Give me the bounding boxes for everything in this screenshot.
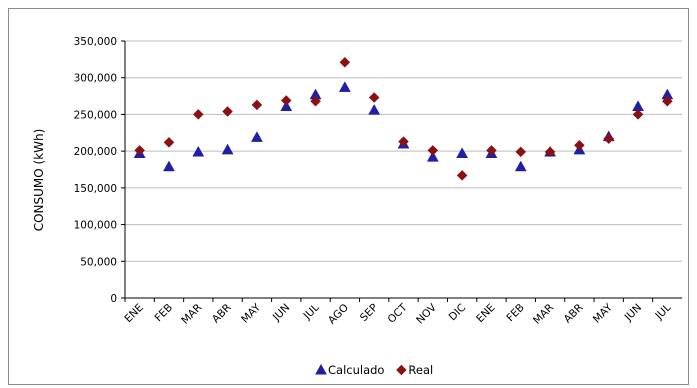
point-real	[163, 136, 175, 148]
legend-marker-real	[396, 364, 407, 376]
y-tick-label: 300,000	[74, 73, 117, 85]
gridlines	[121, 40, 682, 299]
x-tick-labels: ENE FEB MAR ABR MAY JUN JUL AGO SEP OCT NOV DIC ENE F…	[122, 301, 673, 327]
axes	[124, 41, 682, 302]
legend-label-calculado: Calculado	[328, 363, 384, 377]
x-tick-label: NOV	[414, 301, 439, 326]
point-real	[251, 99, 263, 111]
legend: Calculado Real	[315, 363, 433, 377]
y-tick-label: 250,000	[74, 109, 117, 121]
y-tick-label: 0	[110, 293, 117, 305]
point-calculado	[456, 147, 469, 158]
point-real	[310, 95, 321, 107]
x-tick-label: JUN	[270, 302, 292, 324]
y-tick-labels: 0 50,000 100,000 150,000 200,000 250,000 300,0…	[74, 36, 117, 305]
x-tick-label: OCT	[386, 301, 410, 325]
y-tick-label: 200,000	[74, 146, 117, 158]
legend-label-real: Real	[408, 363, 433, 377]
legend-marker-calculado	[315, 363, 327, 375]
point-calculado	[426, 151, 439, 162]
point-real	[192, 109, 204, 120]
y-tick-label: 100,000	[74, 220, 117, 232]
point-real	[222, 106, 233, 117]
point-real	[632, 109, 644, 120]
x-tick-label: ENE	[474, 302, 497, 325]
x-tick-label: AGO	[326, 302, 351, 327]
x-tick-label: JUN	[622, 302, 644, 324]
consumption-chart: 0 50,000 100,000 150,000 200,000 250,000 300,0…	[32, 36, 682, 377]
x-tick-label: MAR	[179, 302, 204, 327]
x-tick-label: FEB	[153, 302, 176, 325]
y-tick-label: 350,000	[74, 36, 117, 48]
plot-area	[125, 41, 682, 298]
x-tick-label: ABR	[210, 302, 234, 326]
x-tick-label: ABR	[562, 302, 586, 326]
y-tick-label: 150,000	[74, 183, 117, 195]
y-tick-label: 50,000	[80, 256, 117, 268]
x-tick-label: DIC	[447, 302, 469, 324]
y-axis-title: CONSUMO (kWh)	[32, 129, 46, 232]
data-points	[133, 56, 674, 181]
point-real	[515, 146, 527, 158]
point-real	[603, 133, 615, 145]
point-real	[427, 145, 439, 156]
x-tick-label: JUL	[301, 302, 322, 323]
point-calculado	[368, 104, 381, 115]
point-calculado	[338, 81, 351, 92]
point-real	[456, 170, 468, 181]
point-real	[398, 136, 409, 147]
x-tick-label: JUL	[653, 302, 674, 323]
point-real	[574, 139, 585, 151]
point-calculado	[221, 143, 234, 155]
x-tick-label: MAR	[531, 302, 556, 327]
x-tick-label: ENE	[122, 302, 145, 325]
point-real	[134, 145, 146, 156]
point-calculado	[250, 131, 263, 142]
point-real	[661, 95, 673, 107]
point-calculado	[514, 160, 527, 172]
point-real	[486, 145, 497, 156]
point-calculado	[163, 160, 175, 172]
point-calculado	[192, 145, 205, 157]
x-tick-label: FEB	[504, 302, 527, 325]
x-tick-label: SEP	[358, 302, 380, 324]
point-real	[368, 92, 380, 103]
point-real	[544, 146, 556, 158]
x-tick-label: MAY	[591, 301, 615, 325]
chart-frame: 0 50,000 100,000 150,000 200,000 250,000 300,0…	[8, 8, 689, 385]
point-real	[280, 95, 292, 106]
x-tick-label: MAY	[239, 301, 263, 325]
point-real	[339, 56, 351, 68]
